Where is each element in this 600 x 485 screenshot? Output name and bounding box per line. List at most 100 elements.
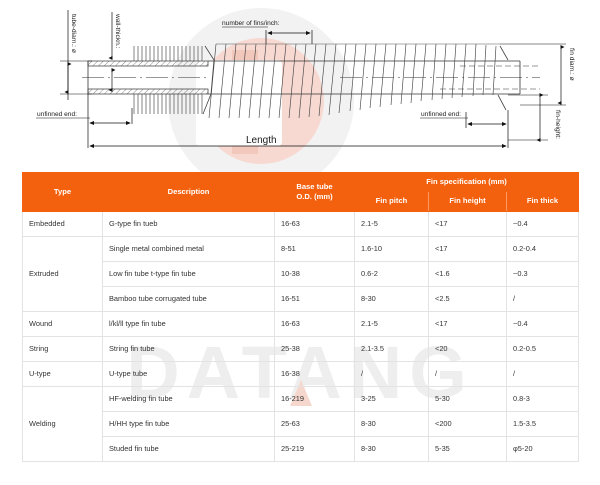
cell-fin-thick: 1.5-3.5: [506, 410, 579, 437]
dimension-tube-diameter: [60, 10, 92, 100]
cell-fin-height: <2.5: [428, 285, 507, 312]
table-row: String String fin tube 25-38 2.1-3.5 <20 0.2-…: [22, 335, 579, 362]
dimension-length: [87, 126, 509, 149]
cell-description: Bamboo tube corrugated tube: [102, 285, 275, 312]
cell-type: String: [22, 335, 103, 362]
label-unfinned-end-left: unfinned end:: [37, 111, 77, 118]
table-row: Welding HF-welding fin tube 16-219 3-25 5-30…: [22, 385, 579, 462]
cell-description: HF-welding fin tube: [102, 385, 275, 412]
tube-body: [82, 60, 540, 95]
dimension-fin-diameter: [500, 43, 566, 106]
cell-fin-thick: 0.2-0.5: [506, 335, 579, 362]
cell-base-tube-od: 16-63: [274, 310, 355, 337]
cell-fin-thick: 0.8-3: [506, 385, 579, 412]
col-header-type: Type: [22, 172, 103, 212]
table-row: Bamboo tube corrugated tube 16-51 8-30 <2.5…: [23, 285, 579, 312]
cell-fin-thick: ~0.4: [506, 310, 579, 337]
cell-base-tube-od: 16-63: [274, 210, 355, 237]
cell-description: l/kl/ll type fin tube: [102, 310, 275, 337]
header-row-secondary: Fin pitch Fin height Fin thick: [23, 191, 579, 212]
col-header-fin-specification: Fin specification (mm): [354, 171, 579, 193]
table-row: U-type U-type tube 16-38// /: [22, 360, 579, 387]
table-row: Wound l/kl/ll type fin tube 16-63 2.1-5 <17 ~…: [22, 310, 579, 337]
cell-fin-height: 5-30: [428, 385, 507, 412]
cell-base-tube-od: 25-38: [274, 335, 355, 362]
fin-tube-specification-table: Type Description Base tube O.D. (mm) Fin…: [22, 171, 579, 462]
base-tube-od-line1: Base tube: [296, 181, 333, 191]
label-fins-per-inch: number of fins/inch:: [222, 20, 280, 27]
cell-fin-thick: ~0.3: [506, 260, 579, 287]
cell-fin-height: <200: [428, 410, 507, 437]
label-length: Length: [246, 135, 277, 146]
col-header-description: Description: [102, 172, 275, 212]
header-row-primary: Type Description Base tube O.D. (mm) Fin…: [22, 171, 579, 212]
label-fin-diam: fin diam.: ø: [568, 48, 575, 81]
cell-type: Extruded: [22, 235, 103, 312]
dimension-unfinned-end-right: [420, 110, 509, 128]
table-head: Type Description Base tube O.D. (mm) Fin…: [22, 171, 579, 212]
cell-fin-thick: 0.2-0.4: [506, 235, 579, 262]
cell-fin-pitch: 0.6-2: [354, 260, 429, 287]
cell-fin-pitch: 8-30: [354, 285, 429, 312]
cell-base-tube-od: 25-63: [274, 410, 355, 437]
cell-fin-pitch: 2.1-3.5: [354, 335, 429, 362]
cell-base-tube-od: 8-51: [274, 235, 355, 262]
cell-type: Wound: [22, 310, 103, 337]
col-header-fin-thick: Fin thick: [506, 191, 579, 212]
cell-fin-height: 5-35: [428, 435, 507, 462]
cell-fin-height: <17: [428, 310, 507, 337]
cell-base-tube-od: 10-38: [274, 260, 355, 287]
cell-fin-height: <17: [428, 235, 507, 262]
cell-description: String fin tube: [102, 335, 275, 362]
cell-description: G-type fin tueb: [102, 210, 275, 237]
cell-description: H/HH type fin tube: [102, 410, 275, 437]
cell-type: Embedded: [22, 210, 103, 237]
cell-description: Low fin tube t-type fin tube: [102, 260, 275, 287]
table-body: Embedded G-type fin tueb 16-63 2.1-5 <17 ~0.4…: [22, 210, 579, 462]
cell-fin-height: <17: [428, 210, 507, 237]
table-row: Low fin tube t-type fin tube 10-38 0.6-2 <1…: [23, 260, 579, 287]
cell-base-tube-od: 16-219: [274, 385, 355, 412]
cell-fin-thick: φ5-20: [506, 435, 579, 462]
cell-base-tube-od: 16-51: [274, 285, 355, 312]
cell-fin-height: <1.6: [428, 260, 507, 287]
col-header-fin-height: Fin height: [428, 191, 507, 212]
cell-base-tube-od: 16-38: [274, 360, 355, 387]
cell-description: Single metal combined metal: [102, 235, 275, 262]
cell-fin-thick: /: [506, 285, 579, 312]
cell-fin-pitch: 1.6-10: [354, 235, 429, 262]
drawing-canvas: tube-diam.: ø wall-thickn.: number of fi…: [36, 10, 575, 149]
label-unfinned-end-right: unfinned end:: [421, 111, 461, 118]
col-header-base-tube-od: Base tube O.D. (mm): [274, 172, 355, 212]
finned-tube-technical-drawing: tube-diam.: ø wall-thickn.: number of fi…: [0, 0, 600, 170]
cell-type: U-type: [22, 360, 103, 387]
cell-fin-pitch: 2.1-5: [354, 310, 429, 337]
col-header-fin-pitch: Fin pitch: [354, 191, 429, 212]
cell-description: U-type tube: [102, 360, 275, 387]
spec-table: Type Description Base tube O.D. (mm) Fin…: [22, 171, 579, 462]
table-row: Studed fin tube 25-219 8-30 5-35 φ5-20: [23, 435, 579, 462]
cell-fin-pitch: /: [354, 360, 429, 387]
dimension-unfinned-end-left: [36, 94, 133, 126]
cell-fin-height: <20: [428, 335, 507, 362]
cell-fin-thick: /: [506, 360, 579, 387]
cell-base-tube-od: 25-219: [274, 435, 355, 462]
cell-fin-pitch: 3-25: [354, 385, 429, 412]
base-tube-od-line2: O.D. (mm): [296, 191, 333, 201]
cell-fin-pitch: 8-30: [354, 435, 429, 462]
table-row: Embedded G-type fin tueb 16-63 2.1-5 <17 ~0.4: [22, 210, 579, 237]
cell-fin-pitch: 2.1-5: [354, 210, 429, 237]
cell-description: Studed fin tube: [102, 435, 275, 462]
table-row: Extruded Single metal combined metal 8-51 1…: [22, 235, 579, 312]
table-row: H/HH type fin tube 25-63 8-30 <200 1.5-3.5: [23, 410, 579, 437]
label-tube-diam: tube-diam.: ø: [70, 14, 77, 53]
dimension-fins-per-inch: [222, 26, 313, 44]
cell-type: Welding: [22, 385, 103, 462]
fin-array: [133, 43, 509, 119]
cell-fin-height: /: [428, 360, 507, 387]
label-wall-thickness: wall-thickn.:: [114, 13, 121, 49]
dimension-fin-height: [508, 92, 548, 143]
cell-fin-thick: ~0.4: [506, 210, 579, 237]
label-fin-height: fin-height:: [554, 110, 561, 139]
cell-fin-pitch: 8-30: [354, 410, 429, 437]
